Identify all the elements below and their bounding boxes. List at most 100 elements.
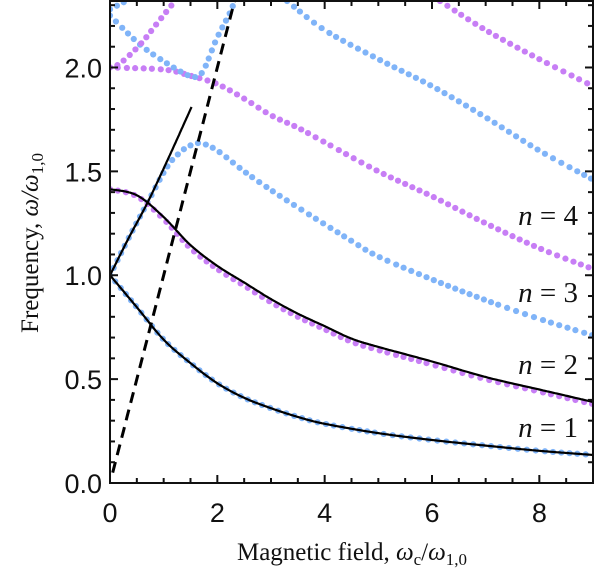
data-point <box>153 21 160 28</box>
x-tick-label: 6 <box>424 498 439 528</box>
data-point <box>276 192 283 199</box>
data-point <box>558 159 565 166</box>
data-point <box>499 36 507 43</box>
data-point <box>452 285 459 292</box>
data-point <box>408 267 415 275</box>
data-point <box>465 16 472 23</box>
data-point <box>256 178 263 186</box>
data-point <box>320 220 327 227</box>
series-dots-6 <box>110 2 175 71</box>
data-point <box>165 67 172 74</box>
data-point <box>430 277 437 284</box>
data-point <box>249 174 256 181</box>
data-point <box>400 353 407 361</box>
data-point <box>387 174 394 181</box>
data-point <box>123 64 130 72</box>
data-point <box>348 237 355 244</box>
data-point <box>523 239 530 246</box>
data-point <box>479 24 486 32</box>
data-point <box>393 261 400 268</box>
data-point <box>487 299 495 306</box>
data-point <box>430 194 437 201</box>
data-point <box>423 359 430 367</box>
data-point <box>470 106 477 113</box>
data-point <box>415 357 423 365</box>
data-point <box>215 31 222 38</box>
data-point <box>549 155 557 162</box>
data-point <box>298 126 305 133</box>
data-point <box>408 355 415 363</box>
data-point <box>248 99 255 107</box>
data-point <box>445 282 452 289</box>
data-point <box>477 111 484 118</box>
data-point <box>473 293 480 300</box>
x-tick-label: 0 <box>102 498 117 528</box>
data-point <box>318 24 325 32</box>
data-point <box>441 90 448 97</box>
data-point <box>202 62 209 69</box>
data-point <box>191 73 199 81</box>
data-point <box>241 95 248 102</box>
data-point <box>419 78 427 85</box>
data-point <box>132 65 139 72</box>
data-point <box>158 15 165 22</box>
data-point <box>409 184 416 191</box>
data-point <box>514 44 521 51</box>
data-point <box>369 53 376 60</box>
data-point <box>434 86 441 93</box>
data-point <box>365 163 373 170</box>
data-point <box>485 28 493 36</box>
data-point <box>184 72 191 79</box>
x-axis-title: Magnetic field, ωc/ω1,0 <box>237 539 467 569</box>
data-point <box>229 159 237 166</box>
data-point <box>448 94 455 101</box>
data-point <box>276 116 284 123</box>
data-point <box>236 164 243 171</box>
data-point <box>568 72 575 79</box>
data-point <box>255 104 262 111</box>
data-point <box>554 252 561 259</box>
x-tick-label: 8 <box>532 498 547 528</box>
data-point <box>157 66 164 73</box>
data-point <box>320 138 327 145</box>
data-point <box>466 291 473 298</box>
data-point <box>341 233 348 240</box>
data-point <box>538 245 545 253</box>
data-point <box>163 8 170 16</box>
data-point <box>332 33 340 41</box>
data-point <box>269 113 276 120</box>
data-point <box>226 87 233 94</box>
data-point <box>507 40 514 47</box>
data-point <box>368 344 375 352</box>
data-point <box>216 149 223 156</box>
data-point <box>570 258 577 265</box>
data-point <box>380 170 387 178</box>
data-point <box>584 80 591 87</box>
data-point <box>412 74 419 81</box>
data-point <box>242 169 250 176</box>
data-dots <box>110 1 593 458</box>
data-point <box>120 1 127 6</box>
data-point <box>491 119 498 126</box>
x-tick-label: 2 <box>210 498 225 528</box>
data-point <box>505 128 513 135</box>
data-point <box>498 124 505 131</box>
data-point <box>562 255 569 262</box>
data-point <box>170 64 177 71</box>
data-point <box>326 29 333 37</box>
data-point <box>168 2 175 9</box>
data-point <box>466 212 473 219</box>
data-point <box>575 76 583 83</box>
data-point <box>208 47 215 54</box>
data-point <box>445 201 452 208</box>
data-point <box>402 180 409 188</box>
data-point <box>126 51 133 59</box>
mode-label-n4: n = 4 <box>518 200 578 232</box>
data-point <box>342 150 350 158</box>
data-point <box>334 229 341 236</box>
data-point <box>574 168 581 175</box>
data-point <box>585 264 592 271</box>
data-point <box>112 18 120 25</box>
data-point <box>310 19 318 26</box>
